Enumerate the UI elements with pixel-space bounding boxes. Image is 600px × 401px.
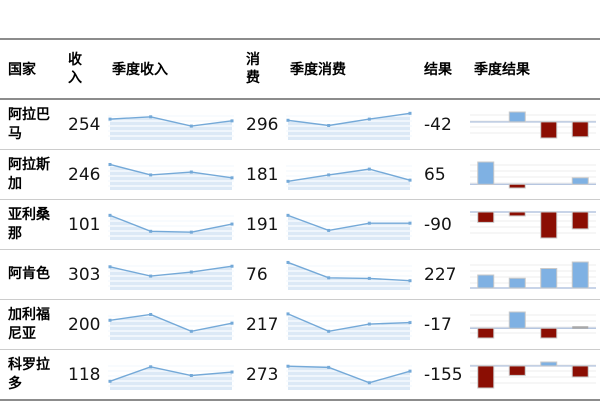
table-body: 阿拉巴马 254 296 -42 阿拉斯加 246 181 65 亚利桑那 101 191 -90 阿肯… (0, 99, 600, 400)
cell-result: -155 (424, 364, 463, 385)
quarterly-result-bars (470, 210, 596, 238)
header-quarterly-spending: 季度消费 (286, 39, 420, 100)
quarterly-result-bars (470, 361, 596, 388)
cell-result: 65 (420, 149, 470, 200)
cell-income: 254 (64, 99, 108, 150)
table-row: 亚利桑那 101 191 -90 (0, 199, 600, 250)
quarterly-spending-sparkline (286, 111, 412, 140)
cell-spending: 296 (242, 99, 286, 150)
quarterly-income-sparkline (108, 213, 234, 240)
cell-result: -42 (420, 99, 470, 150)
header-quarterly-income: 季度收入 (108, 39, 242, 100)
cell-quarterly-spending (286, 350, 420, 401)
cell-quarterly-income (108, 99, 242, 150)
cell-quarterly-income (108, 299, 242, 350)
quarterly-result-bars (470, 111, 596, 138)
header-row: 国家 收入 季度收入 消费 季度消费 结果 季度结果 (0, 39, 600, 100)
header-income: 收入 (64, 39, 108, 100)
cell-state: 亚利桑那 (0, 199, 64, 250)
header-state: 国家 (0, 39, 64, 100)
cell-result: 227 (420, 249, 470, 300)
quarterly-income-sparkline (108, 264, 234, 290)
quarterly-income-sparkline (108, 114, 234, 140)
quarterly-result-bars (470, 161, 596, 189)
cell-state: 阿肯色 (0, 249, 64, 300)
table-row: 阿肯色 303 76 227 (0, 249, 600, 300)
cell-quarterly-income (108, 249, 242, 300)
cell-quarterly-result (470, 299, 600, 350)
cell-quarterly-spending (286, 149, 420, 200)
table-row: 科罗拉多 118 273 -155 (0, 350, 600, 401)
cell-result: -17 (420, 299, 470, 350)
cell-quarterly-result (470, 249, 600, 300)
cell-income: 246 (64, 149, 108, 200)
quarterly-spending-sparkline (286, 260, 412, 290)
cell-income: 101 (64, 199, 108, 250)
quarterly-result-bars (470, 261, 596, 289)
states-quarterly-table: 国家 收入 季度收入 消费 季度消费 结果 季度结果 阿拉巴马 254 296 -42… (0, 38, 600, 401)
quarterly-spending-sparkline (286, 364, 412, 390)
cell-income: 303 (64, 249, 108, 300)
header-result: 结果 (420, 39, 470, 100)
cell-quarterly-income (108, 149, 242, 200)
table-row: 阿拉巴马 254 296 -42 (0, 99, 600, 150)
quarterly-income-sparkline (108, 312, 234, 340)
cell-spending: 217 (242, 299, 286, 350)
cell-spending: 181 (242, 149, 286, 200)
cell-spending: 191 (242, 199, 286, 250)
cell-quarterly-result (470, 199, 600, 250)
quarterly-income-sparkline (108, 162, 234, 190)
table-header: 国家 收入 季度收入 消费 季度消费 结果 季度结果 (0, 39, 600, 100)
cell-quarterly-result (470, 350, 600, 401)
quarterly-spending-sparkline (286, 164, 412, 190)
quarterly-result-bars (470, 311, 596, 338)
cell-state: 阿拉斯加 (0, 149, 64, 200)
quarterly-spending-sparkline (286, 213, 412, 240)
cell-quarterly-spending (286, 249, 420, 300)
cell-state: 加利福尼亚 (0, 299, 64, 350)
cell-quarterly-income (108, 199, 242, 250)
cell-state: 阿拉巴马 (0, 99, 64, 150)
table-row: 加利福尼亚 200 217 -17 (0, 299, 600, 350)
cell-quarterly-spending (286, 299, 420, 350)
table-row: 阿拉斯加 246 181 65 (0, 149, 600, 200)
quarterly-income-sparkline (108, 364, 234, 390)
cell-quarterly-spending (286, 199, 420, 250)
cell-quarterly-result (470, 99, 600, 150)
cell-quarterly-income (108, 350, 242, 401)
header-quarterly-result: 季度结果 (470, 39, 600, 100)
quarterly-spending-sparkline (286, 311, 412, 340)
cell-income: 118 (68, 364, 101, 385)
header-spending: 消费 (242, 39, 286, 100)
cell-quarterly-spending (286, 99, 420, 150)
cell-quarterly-result (470, 149, 600, 200)
cell-spending: 76 (242, 249, 286, 300)
cell-result: -90 (420, 199, 470, 250)
cell-state: 科罗拉多 (8, 356, 50, 392)
cell-spending: 273 (246, 364, 279, 385)
cell-income: 200 (64, 299, 108, 350)
